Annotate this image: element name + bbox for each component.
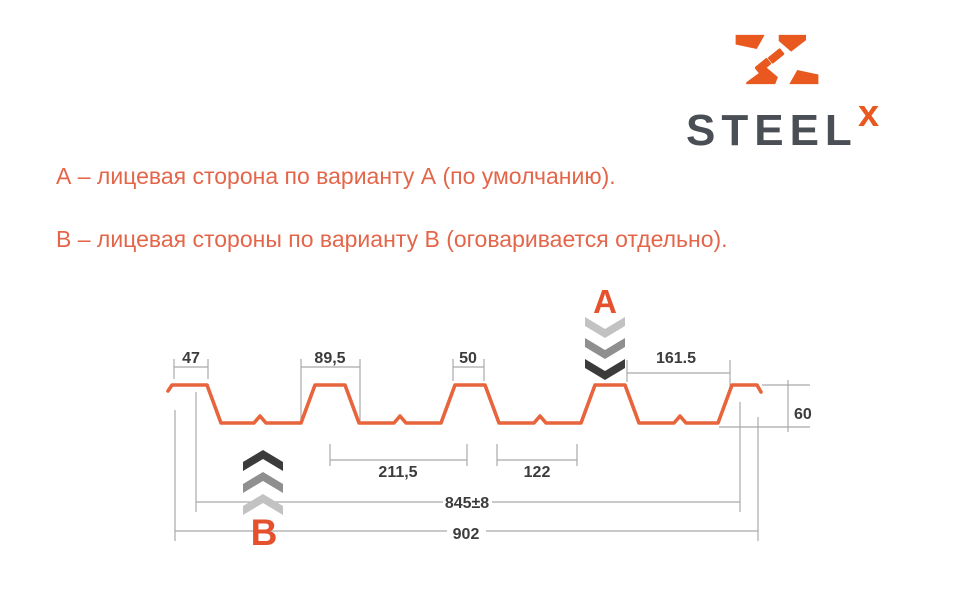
dim-60-label: 60 [794,406,812,423]
variant-b-marker: В [243,450,283,553]
chevron-down-icon [585,317,625,338]
variant-b-label: В [251,512,278,553]
logo-superscript-x: x [858,93,880,135]
variant-a-marker: А [585,283,625,380]
chevron-up-icon [243,472,283,493]
dim-211-5: 211,5 [329,444,468,481]
chevron-down-icon [585,338,625,359]
profile-outline [166,383,763,425]
logo-mid-bar-lower [754,58,772,74]
chevron-down-icon [585,359,625,380]
dim-50-label: 50 [459,350,477,367]
chevron-up-icon [243,494,283,515]
logo-bottom-right-wedge [789,70,819,85]
dim-60: 60 [719,380,812,432]
dim-47-label: 47 [182,350,200,367]
note-variant-b: В – лицевая стороны по варианту В (огова… [56,226,728,252]
dim-902: 902 [175,526,758,543]
dim-211-5-label: 211,5 [378,464,417,481]
logo-top-right-arm [778,34,807,52]
dim-902-label: 902 [453,526,480,543]
logo-wordmark: STEEL [686,106,858,155]
dim-89-5: 89,5 [300,350,361,421]
chevron-up-icon [243,450,283,471]
dim-161-5: 161.5 [626,350,731,394]
dim-845: 845±8 [196,495,740,512]
dim-89-5-label: 89,5 [314,350,345,367]
dim-50: 50 [452,350,485,381]
logo-bottom-left-arm [746,67,778,85]
note-variant-a: А – лицевая сторона по варианту А (по ум… [56,163,616,189]
dim-161-5-label: 161.5 [656,350,696,367]
dim-122-label: 122 [524,464,551,481]
logo-top-left-wedge [735,34,765,49]
variant-a-label: А [593,283,617,320]
extension-lines [174,392,759,541]
dim-47: 47 [173,350,209,379]
logo-mid-bar-upper [768,48,785,64]
dim-122: 122 [496,444,578,481]
steelx-logo-icon [735,34,819,85]
dim-845-label: 845±8 [445,495,489,512]
